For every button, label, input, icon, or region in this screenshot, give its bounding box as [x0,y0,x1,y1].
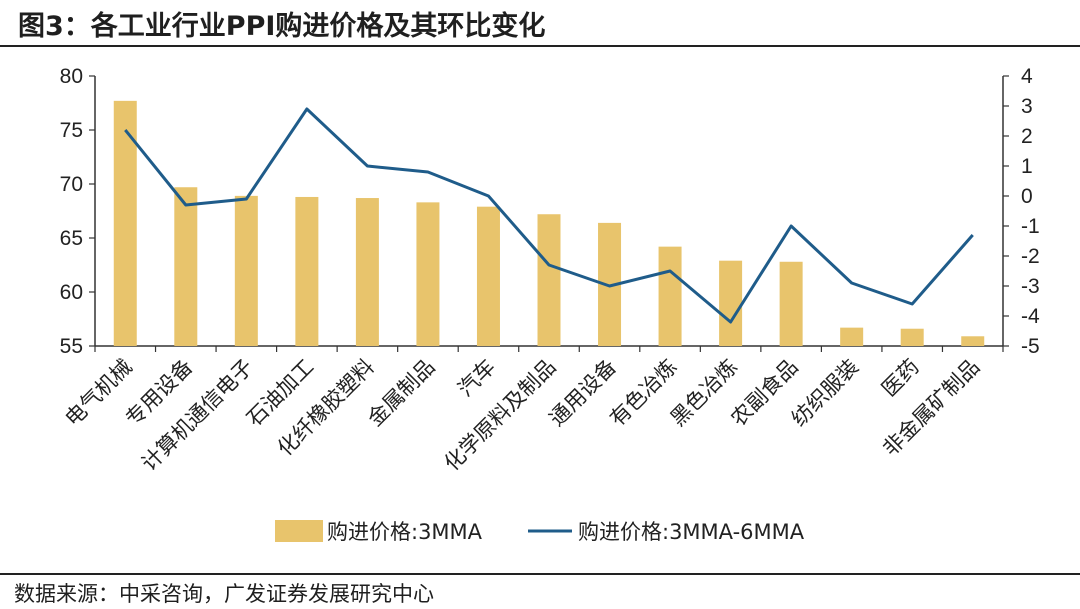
footer-divider [0,573,1080,575]
bar [840,327,864,346]
legend: 购进价格:3MMA 购进价格:3MMA-6MMA [275,520,805,544]
right-tick-label: 3 [1021,95,1033,118]
bar [113,100,137,346]
right-tick-label: 2 [1021,125,1033,148]
line-series [124,107,974,324]
right-tick-label: 4 [1021,65,1033,88]
chart-title: 图3：各工业行业PPI购进价格及其环比变化 [18,11,546,42]
left-tick-label: 70 [60,173,83,196]
right-tick-label: -2 [1021,245,1040,268]
chart-area: 80 75 70 65 60 55 4 3 2 1 0 -1 -2 -3 -4 -5 电气机械专用设备计算机通… [60,65,1040,544]
bar [416,202,440,346]
right-tick-label: -5 [1021,335,1040,358]
right-tick-label: 1 [1021,155,1033,178]
bar [174,187,198,346]
right-tick-label: -4 [1021,305,1040,328]
bar [779,261,803,346]
category-label: 化学原料及制品 [440,355,561,476]
category-label: 计算机通信电子 [137,355,258,476]
category-label: 纺织服装 [787,355,863,431]
legend-bar-label: 购进价格:3MMA [327,520,483,544]
legend-bar-swatch [275,520,323,542]
data-source: 数据来源：中采咨询，广发证券发展研究中心 [14,582,434,606]
legend-line-label: 购进价格:3MMA-6MMA [578,520,805,544]
bar [658,246,682,346]
bar [900,328,924,346]
right-tick-label: -3 [1021,275,1040,298]
left-tick-label: 65 [60,227,83,250]
bar [961,336,985,346]
left-tick-label: 60 [60,281,83,304]
bar [537,214,561,346]
right-tick-label: -1 [1021,215,1040,238]
bar [295,196,319,346]
left-tick-label: 80 [60,65,83,88]
bar-series [113,100,985,346]
category-label: 汽车 [453,355,500,402]
bar [719,260,743,346]
left-tick-label: 55 [60,335,83,358]
left-tick-label: 75 [60,119,83,142]
bar [234,195,258,346]
bar [476,206,500,346]
title-divider [0,45,1080,47]
category-label: 金属制品 [363,355,439,431]
category-label: 医药 [877,355,924,402]
right-tick-label: 0 [1021,185,1033,208]
bar [355,198,379,346]
